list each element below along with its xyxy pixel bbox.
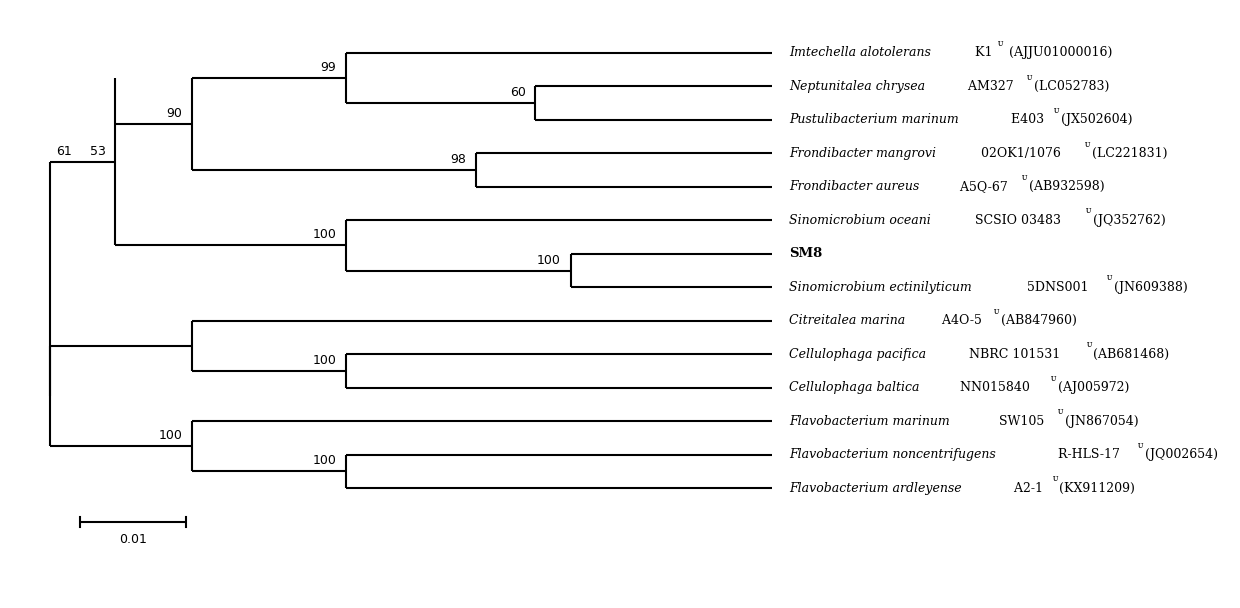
Text: Flavobacterium noncentrifugens: Flavobacterium noncentrifugens — [790, 448, 996, 461]
Text: (AJ005972): (AJ005972) — [1058, 381, 1128, 394]
Text: Flavobacterium ardleyense: Flavobacterium ardleyense — [790, 482, 962, 494]
Text: ᴜ: ᴜ — [1107, 274, 1112, 282]
Text: 0.01: 0.01 — [119, 533, 146, 546]
Text: ᴜ: ᴜ — [1086, 207, 1091, 215]
Text: ᴜ: ᴜ — [1052, 374, 1056, 383]
Text: Frondibacter mangrovi: Frondibacter mangrovi — [790, 147, 936, 160]
Text: NBRC 101531: NBRC 101531 — [965, 348, 1060, 361]
Text: ᴜ: ᴜ — [1086, 340, 1092, 350]
Text: (JN609388): (JN609388) — [1114, 281, 1188, 294]
Text: 100: 100 — [312, 454, 336, 468]
Text: A2-1: A2-1 — [1011, 482, 1043, 494]
Text: R-HLS-17: R-HLS-17 — [1054, 448, 1120, 461]
Text: Pustulibacterium marinum: Pustulibacterium marinum — [790, 114, 959, 126]
Text: 100: 100 — [537, 254, 560, 266]
Text: (AB847960): (AB847960) — [1001, 314, 1076, 327]
Text: Imtechella alotolerans: Imtechella alotolerans — [790, 46, 931, 60]
Text: ᴜ: ᴜ — [1138, 441, 1143, 450]
Text: SCSIO 03483: SCSIO 03483 — [971, 214, 1060, 227]
Text: (LC221831): (LC221831) — [1091, 147, 1167, 160]
Text: 53: 53 — [89, 145, 105, 157]
Text: AM327: AM327 — [963, 80, 1013, 93]
Text: ᴜ: ᴜ — [994, 307, 999, 316]
Text: ᴜ: ᴜ — [1054, 106, 1059, 115]
Text: Neptunitalea chrysea: Neptunitalea chrysea — [790, 80, 925, 93]
Text: ᴜ: ᴜ — [1058, 407, 1064, 416]
Text: 5DNS001: 5DNS001 — [1023, 281, 1089, 294]
Text: 100: 100 — [312, 354, 336, 367]
Text: 100: 100 — [312, 229, 336, 241]
Text: (JN867054): (JN867054) — [1065, 415, 1138, 427]
Text: (JQ002654): (JQ002654) — [1145, 448, 1218, 461]
Text: SM8: SM8 — [790, 247, 822, 260]
Text: ᴜ: ᴜ — [998, 39, 1003, 48]
Text: ᴜ: ᴜ — [1027, 72, 1033, 81]
Text: NN015840: NN015840 — [956, 381, 1030, 394]
Text: Cellulophaga pacifica: Cellulophaga pacifica — [790, 348, 926, 361]
Text: (AB681468): (AB681468) — [1094, 348, 1169, 361]
Text: (LC052783): (LC052783) — [1034, 80, 1109, 93]
Text: SW105: SW105 — [994, 415, 1044, 427]
Text: Sinomicrobium ectinilyticum: Sinomicrobium ectinilyticum — [790, 281, 972, 294]
Text: Frondibacter aureus: Frondibacter aureus — [790, 181, 920, 193]
Text: Flavobacterium marinum: Flavobacterium marinum — [790, 415, 950, 427]
Text: Cellulophaga baltica: Cellulophaga baltica — [790, 381, 920, 394]
Text: ᴜ: ᴜ — [1085, 139, 1090, 148]
Text: Sinomicrobium oceani: Sinomicrobium oceani — [790, 214, 931, 227]
Text: (KX911209): (KX911209) — [1059, 482, 1135, 494]
Text: A4O-5: A4O-5 — [939, 314, 982, 327]
Text: 60: 60 — [510, 86, 526, 99]
Text: ᴜ: ᴜ — [1053, 474, 1058, 483]
Text: (AJJU01000016): (AJJU01000016) — [1006, 46, 1112, 60]
Text: 100: 100 — [159, 429, 182, 442]
Text: 90: 90 — [166, 107, 182, 120]
Text: 98: 98 — [450, 153, 466, 166]
Text: K1: K1 — [971, 46, 992, 60]
Text: (JX502604): (JX502604) — [1061, 114, 1132, 126]
Text: 61: 61 — [56, 145, 72, 157]
Text: E403: E403 — [1007, 114, 1044, 126]
Text: (AB932598): (AB932598) — [1029, 181, 1105, 193]
Text: ᴜ: ᴜ — [1022, 173, 1028, 182]
Text: 99: 99 — [321, 61, 336, 74]
Text: Citreitalea marina: Citreitalea marina — [790, 314, 905, 327]
Text: A5Q-67: A5Q-67 — [956, 181, 1008, 193]
Text: 02OK1/1076: 02OK1/1076 — [977, 147, 1061, 160]
Text: (JQ352762): (JQ352762) — [1092, 214, 1166, 227]
